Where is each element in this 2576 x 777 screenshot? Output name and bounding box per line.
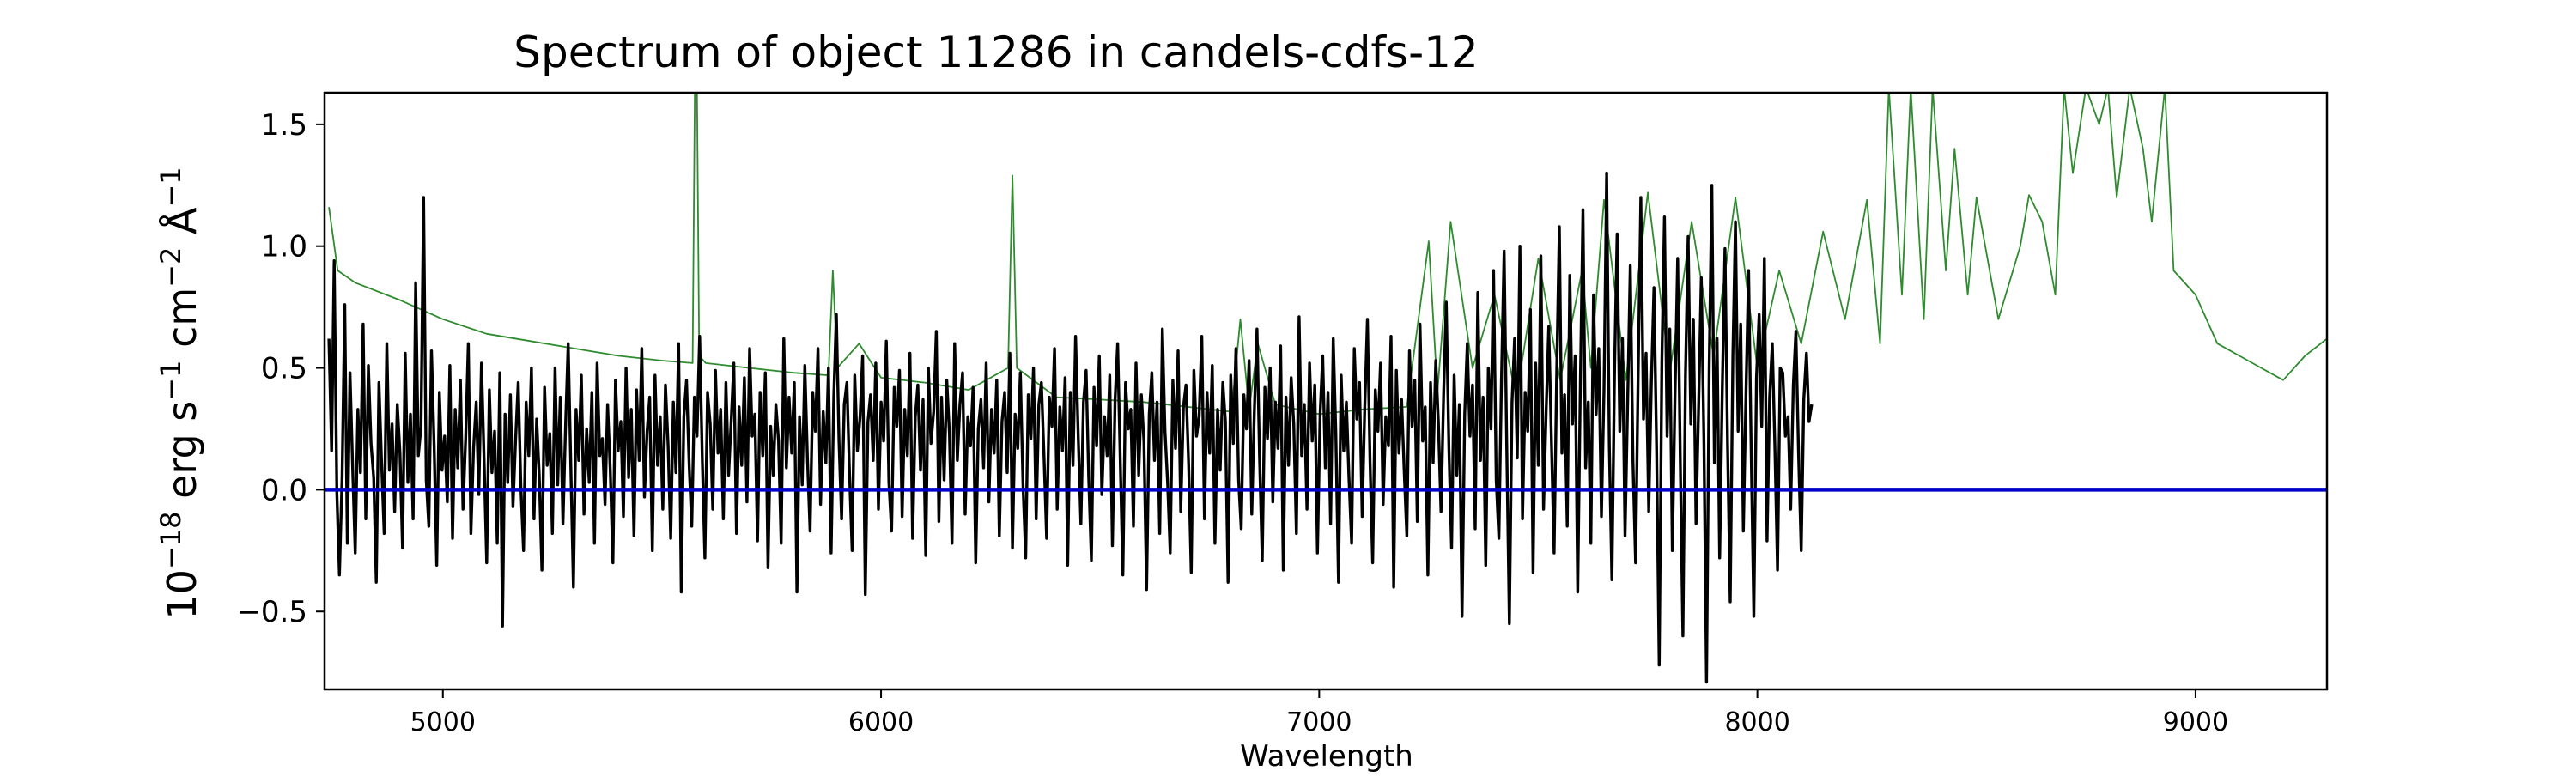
y-axis-label: 10−18 erg s−1 cm−2 Å−1 xyxy=(155,167,205,619)
y-tick-label: 0.5 xyxy=(261,352,307,386)
x-tick-label: 7000 xyxy=(1286,707,1352,738)
y-tick-label: 1.0 xyxy=(261,230,307,264)
y-tick-label: 1.5 xyxy=(261,108,307,143)
x-tick-label: 6000 xyxy=(848,707,914,738)
chart-title: Spectrum of object 11286 in candels-cdfs… xyxy=(513,27,1479,77)
y-tick-label: −0.5 xyxy=(236,595,307,629)
plot-area xyxy=(325,93,2327,684)
x-tick-label: 9000 xyxy=(2163,707,2228,738)
x-tick-label: 8000 xyxy=(1724,707,1789,738)
plot-frame xyxy=(323,91,2329,691)
x-axis-label: Wavelength xyxy=(1240,739,1413,773)
flux-spectrum-line xyxy=(327,171,1814,684)
y-tick-label: 0.0 xyxy=(261,473,307,507)
x-tick-label: 5000 xyxy=(410,707,476,738)
